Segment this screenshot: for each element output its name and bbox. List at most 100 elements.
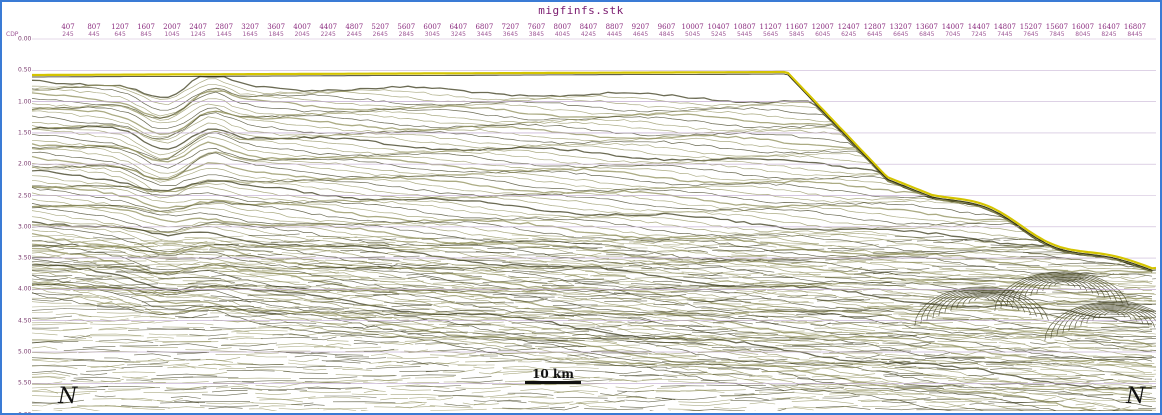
reflector-line (226, 274, 284, 278)
reflector-line (257, 253, 282, 256)
reflector-line (683, 276, 729, 279)
reflector-line (363, 324, 394, 326)
reflector-line (723, 265, 767, 267)
reflector-line (1030, 277, 1094, 297)
reflector-line (869, 322, 899, 325)
reflector-line (918, 367, 955, 370)
reflector-line (461, 376, 492, 379)
reflector-line (1097, 261, 1124, 267)
reflector-line (962, 376, 1000, 380)
reflector-line (603, 244, 624, 246)
reflector-line (548, 314, 575, 317)
reflector-line (32, 165, 1153, 272)
reflector-line (96, 305, 147, 309)
reflector-line (721, 359, 775, 361)
reflector-line (32, 318, 56, 320)
left-direction-marker: N (58, 384, 78, 409)
reflector-line (32, 250, 68, 254)
reflector-line (642, 379, 698, 381)
reflector-line (32, 352, 78, 354)
reflector-line (666, 314, 731, 319)
reflector-line (185, 253, 234, 256)
reflector-line (660, 336, 693, 340)
reflector-line (964, 398, 1003, 401)
reflector-line (443, 381, 483, 384)
reflector-line (652, 280, 683, 284)
reflector-line (198, 363, 232, 368)
reflector-line (661, 360, 716, 363)
reflector-line (570, 376, 600, 379)
reflector-line (986, 363, 1014, 367)
reflector-line (202, 250, 225, 252)
reflector-line (551, 298, 593, 302)
reflector-line (1030, 342, 1058, 345)
reflector-line (427, 321, 455, 325)
reflector-line (882, 340, 935, 345)
reflector-line (633, 241, 655, 244)
reflector-line (530, 357, 564, 360)
reflector-line (783, 345, 845, 348)
reflector-line (991, 336, 1055, 339)
reflector-line (835, 306, 880, 309)
reflector-line (220, 319, 255, 323)
reflector-line (786, 321, 807, 323)
reflector-line (902, 326, 958, 331)
reflector-line (1133, 303, 1156, 305)
reflector-line (692, 257, 719, 261)
reflector-line (82, 346, 116, 349)
reflector-line (642, 333, 692, 338)
reflector-line (32, 283, 1152, 411)
reflector-line (1048, 280, 1076, 289)
shot-number-label: 2407 (189, 23, 208, 31)
reflector-line (759, 234, 803, 238)
cdp-number-label: 3045 (424, 31, 440, 38)
reflector-line (576, 364, 624, 366)
reflector-line (473, 403, 499, 406)
reflector-line (1052, 363, 1082, 366)
reflector-line (270, 240, 320, 243)
reflector-line (774, 285, 827, 288)
reflector-line (32, 274, 1153, 407)
reflector-line (390, 393, 451, 397)
reflector-line (32, 175, 1153, 272)
reflector-line (627, 316, 651, 321)
reflector-line (1080, 315, 1130, 319)
reflector-line (665, 366, 689, 370)
reflector-line (863, 253, 925, 256)
reflector-line (985, 332, 1033, 337)
reflector-line (968, 295, 996, 304)
reflector-line (241, 380, 297, 382)
reflector-line (114, 291, 148, 295)
reflector-line (518, 360, 542, 363)
reflector-line (713, 406, 747, 410)
reflector-line (1098, 408, 1120, 411)
reflector-line (799, 270, 859, 274)
reflector-line (1074, 359, 1097, 365)
reflector-line (777, 360, 820, 363)
reflector-line (329, 316, 377, 320)
reflector-line (712, 250, 765, 252)
reflector-line (678, 257, 723, 261)
reflector-line (541, 327, 589, 332)
reflector-line (777, 407, 814, 411)
reflector-line (1107, 386, 1131, 389)
reflector-line (472, 333, 525, 335)
shot-number-label: 13207 (889, 23, 912, 31)
reflector-line (83, 260, 147, 262)
cdp-number-label: 7045 (945, 31, 961, 38)
reflector-line (591, 337, 630, 340)
reflector-line (544, 369, 571, 373)
reflector-line (749, 402, 776, 405)
reflector-line (209, 249, 274, 252)
reflector-line (1096, 295, 1137, 298)
reflector-line (32, 238, 75, 242)
shot-number-label: 16807 (1123, 23, 1147, 31)
shot-number-label: 6007 (423, 23, 442, 31)
reflector-line (511, 321, 562, 326)
reflector-line (553, 357, 590, 361)
reflector-line (925, 401, 982, 403)
reflector-line (184, 241, 208, 245)
reflector-line (993, 237, 1019, 240)
reflector-line (605, 246, 648, 249)
reflector-line (32, 340, 79, 344)
